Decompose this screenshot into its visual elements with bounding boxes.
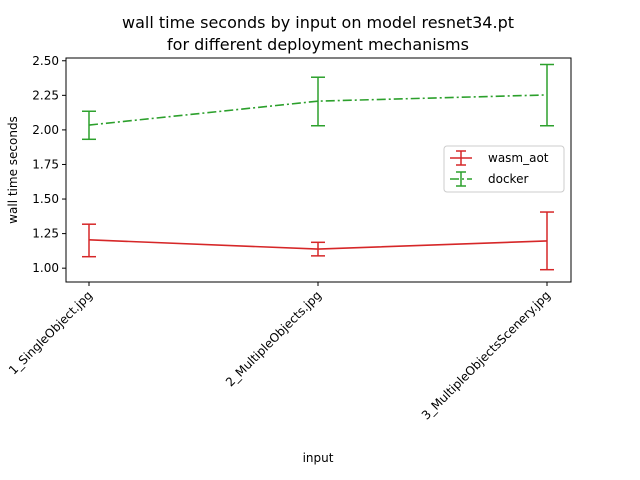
chart-title-line-2: for different deployment mechanisms [167,35,469,54]
series-layer [82,63,554,271]
legend-frame [443,145,565,193]
y-tick-label: 1.25 [32,227,59,241]
y-tick-label: 2.25 [32,88,59,102]
y-tick-label: 2.00 [32,123,59,137]
series-wasm_aot [82,211,554,271]
y-axis: 1.00 1.25 1.50 1.75 2.00 2.25 2.50 [32,54,66,275]
y-tick-label: 2.50 [32,54,59,68]
series-line [88,94,548,126]
legend-entry: docker [450,171,528,187]
legend-label: docker [488,172,528,186]
chart-title-line-1: wall time seconds by input on model resn… [122,13,514,32]
y-tick-label: 1.50 [32,192,59,206]
y-tick-label: 1.00 [32,261,59,275]
x-axis-label: input [303,451,334,465]
legend-label: wasm_aot [488,151,549,165]
y-axis-label: wall time seconds [6,116,20,224]
legend-entry: wasm_aot [450,150,549,166]
y-tick-label: 1.75 [32,157,59,171]
series-docker [82,63,554,141]
